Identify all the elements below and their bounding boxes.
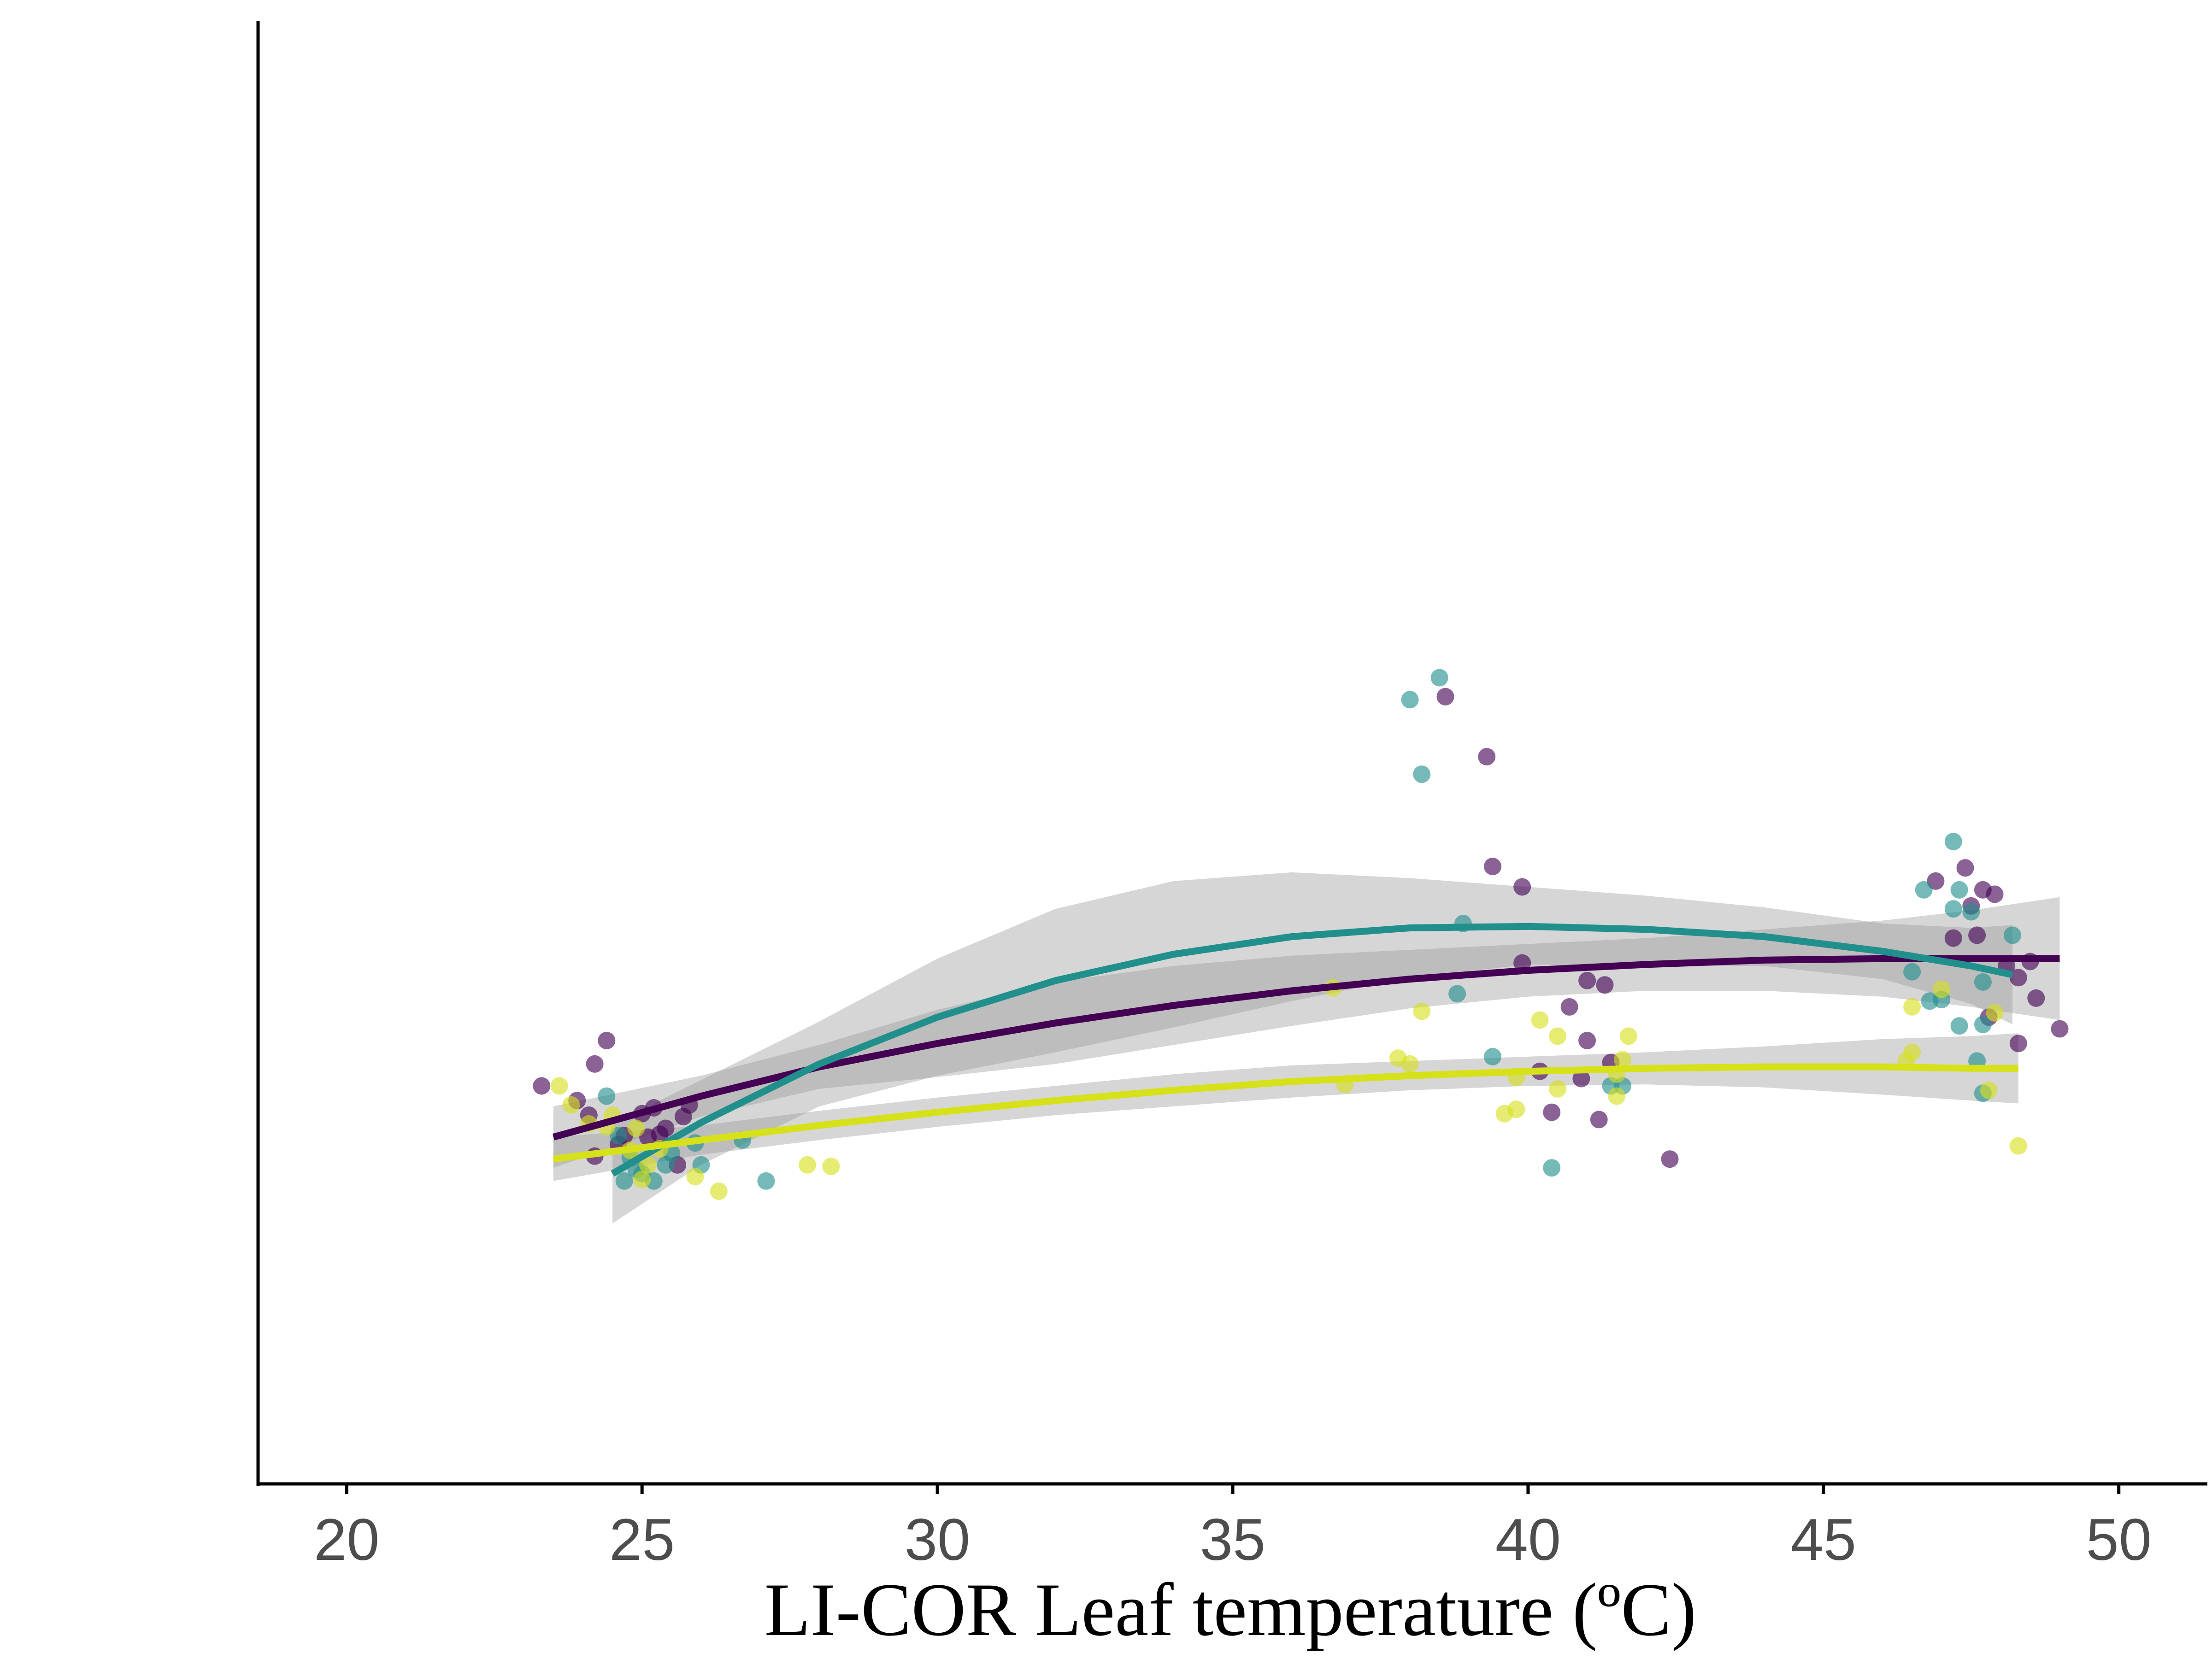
data-point-s1-28 — [1572, 1070, 1590, 1088]
data-point-s1-30 — [1590, 1111, 1608, 1129]
data-point-s3-28 — [1619, 1027, 1637, 1045]
data-point-s3-35 — [2009, 1137, 2027, 1155]
data-point-s3-24 — [1549, 1027, 1566, 1045]
data-point-s1-24 — [1560, 998, 1578, 1016]
data-point-s1-15 — [657, 1119, 675, 1137]
data-point-s2-26 — [1944, 900, 1962, 918]
data-point-s2-27 — [1962, 903, 1980, 921]
data-point-s2-30 — [1974, 973, 1992, 991]
x-tick-label-20: 20 — [314, 1507, 379, 1573]
data-point-s3-23 — [1531, 1011, 1549, 1029]
data-point-s2-16 — [1413, 765, 1431, 783]
data-point-s3-13 — [799, 1156, 817, 1174]
data-point-s1-19 — [1484, 858, 1501, 876]
data-point-s2-12 — [757, 1172, 775, 1190]
data-point-s2-29 — [1903, 963, 1921, 981]
data-point-s2-34 — [1974, 1016, 1992, 1034]
data-point-s3-11 — [686, 1168, 704, 1186]
data-point-s2-24 — [1915, 881, 1933, 899]
data-point-s1-33 — [1956, 859, 1974, 877]
fit-line-3 — [553, 1063, 2018, 1163]
confidence-bands — [553, 872, 2060, 1224]
data-point-s1-44 — [2009, 1035, 2027, 1053]
data-point-s1-23 — [1596, 976, 1614, 994]
data-point-s1-37 — [1944, 929, 1962, 947]
data-point-s3-34 — [1986, 1004, 2004, 1022]
data-point-s2-23 — [1944, 833, 1962, 851]
fit-lines — [552, 923, 2060, 1177]
data-point-s2-14 — [1401, 691, 1419, 709]
data-point-s1-3 — [586, 1055, 604, 1073]
data-point-s1-4 — [598, 1032, 616, 1049]
data-point-s1-31 — [1661, 1150, 1679, 1168]
data-point-s3-9 — [639, 1156, 657, 1174]
data-points — [533, 669, 2069, 1200]
data-point-s2-33 — [1950, 1017, 1968, 1035]
data-point-s1-22 — [1578, 971, 1596, 989]
data-point-s1-35 — [1986, 885, 2004, 903]
data-point-s1-40 — [2009, 969, 2027, 987]
fit-line-1 — [552, 955, 2060, 1141]
data-point-s3-8 — [633, 1171, 651, 1188]
data-point-s2-15 — [1430, 669, 1448, 687]
data-point-s2-18 — [1448, 985, 1466, 1003]
data-point-s1-29 — [1543, 1103, 1561, 1121]
data-point-s2-28 — [2004, 926, 2021, 944]
data-point-s3-21 — [1507, 1100, 1525, 1118]
data-point-s1-18 — [1478, 748, 1496, 765]
data-point-s3-36 — [1980, 1081, 1998, 1099]
data-point-s1-42 — [2027, 989, 2045, 1007]
x-tick-label-25: 25 — [609, 1507, 675, 1573]
data-point-s3-7 — [627, 1119, 645, 1137]
data-point-s3-19 — [1413, 1002, 1431, 1020]
data-point-s2-1 — [598, 1087, 616, 1105]
x-tick-label-35: 35 — [1200, 1507, 1265, 1573]
axes: 20 25 30 35 40 45 50 — [256, 21, 2207, 1573]
data-point-s3-2 — [562, 1096, 580, 1114]
data-point-s3-12 — [710, 1182, 728, 1200]
data-point-s3-18 — [1401, 1055, 1419, 1073]
confidence-band-2 — [612, 872, 2012, 1224]
data-point-s2-13 — [615, 1172, 633, 1190]
data-point-s2-19 — [1484, 1047, 1501, 1065]
x-tick-label-50: 50 — [2086, 1507, 2152, 1573]
data-point-s1-43 — [2051, 1020, 2069, 1038]
data-point-s1-17 — [1436, 688, 1454, 706]
data-point-s1-25 — [1578, 1032, 1596, 1049]
data-point-s3-31 — [1903, 1043, 1921, 1061]
data-point-s3-27 — [1614, 1051, 1631, 1069]
data-point-s3-25 — [1549, 1080, 1566, 1098]
data-point-s1-38 — [1968, 926, 1986, 944]
data-point-s3-29 — [1608, 1087, 1626, 1105]
data-point-s1-20 — [1513, 878, 1531, 896]
x-tick-label-40: 40 — [1495, 1507, 1561, 1573]
data-point-s2-25 — [1950, 881, 1968, 899]
data-point-s2-22 — [1543, 1159, 1561, 1177]
x-axis-title: LI-COR Leaf temperature (ºC) — [765, 1568, 1697, 1652]
data-point-s1-1 — [533, 1077, 551, 1095]
x-tick-label-45: 45 — [1791, 1507, 1856, 1573]
fit-line-2 — [611, 923, 2013, 1177]
data-point-s3-1 — [550, 1077, 568, 1095]
data-point-s3-33 — [1933, 980, 1951, 998]
x-tick-label-30: 30 — [905, 1507, 970, 1573]
data-point-s3-14 — [822, 1158, 840, 1175]
data-point-s3-32 — [1903, 998, 1921, 1016]
